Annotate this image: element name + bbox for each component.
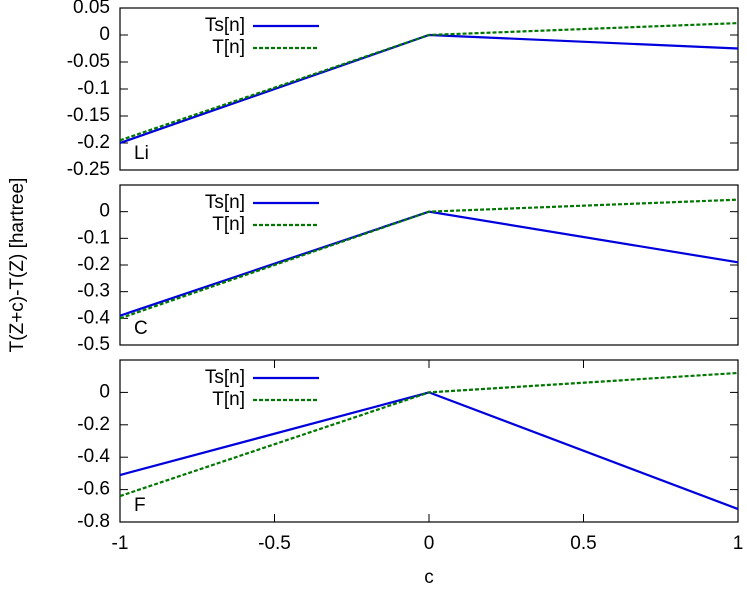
legend-label: Ts[n] <box>205 15 245 36</box>
y-tick-label: -0.2 <box>77 414 110 435</box>
x-tick-label: 0.5 <box>570 533 596 554</box>
legend-label: Ts[n] <box>205 367 245 388</box>
y-tick-label: -0.8 <box>77 511 110 532</box>
y-tick-label: 0 <box>99 24 110 45</box>
x-axis-label: c <box>424 567 434 588</box>
y-tick-label: -0.6 <box>77 479 110 500</box>
y-axis-label: T(Z+c)-T(Z) [hartree] <box>7 178 28 353</box>
legend-label: Ts[n] <box>205 192 245 213</box>
panel-label: Li <box>134 143 149 164</box>
x-tick-label: 0 <box>424 533 435 554</box>
y-tick-label: -0.05 <box>67 51 110 72</box>
y-tick-label: -0.2 <box>77 132 110 153</box>
y-tick-label: -0.15 <box>67 105 110 126</box>
x-tick-label: -1 <box>112 533 129 554</box>
legend-label: T[n] <box>212 389 245 410</box>
y-tick-label: 0.05 <box>73 0 110 18</box>
data-line <box>119 198 739 320</box>
y-tick-label: -0.25 <box>67 159 110 180</box>
x-tick-label: -0.5 <box>258 533 291 554</box>
panel-label: C <box>134 318 148 339</box>
legend-label: T[n] <box>212 214 245 235</box>
data-line <box>119 371 739 498</box>
y-tick-label: 0 <box>99 201 110 222</box>
y-tick-label: -0.4 <box>77 446 110 467</box>
y-tick-label: 0 <box>99 381 110 402</box>
y-tick-label: -0.4 <box>77 307 110 328</box>
y-tick-label: -0.5 <box>77 334 110 355</box>
y-tick-label: -0.2 <box>77 254 110 275</box>
data-line <box>119 22 739 142</box>
y-tick-label: -0.1 <box>77 78 110 99</box>
y-tick-label: -0.1 <box>77 227 110 248</box>
y-tick-label: -0.3 <box>77 281 110 302</box>
x-tick-label: 1 <box>733 533 744 554</box>
legend-label: T[n] <box>212 37 245 58</box>
panel-label: F <box>134 495 146 516</box>
